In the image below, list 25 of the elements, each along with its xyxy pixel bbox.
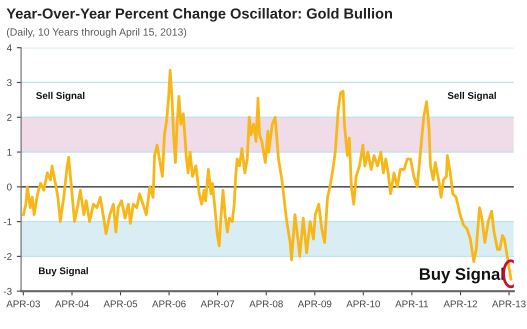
x-tick-label: APR-05 — [104, 300, 138, 308]
y-tick-label: 1 — [7, 148, 12, 156]
x-tick-label: APR-10 — [346, 300, 380, 308]
x-tick-label: APR-07 — [200, 300, 234, 308]
chart-title: Year-Over-Year Percent Change Oscillator: Gold Bullion — [6, 8, 392, 22]
x-tick-label: APR-13 — [492, 300, 526, 308]
x-tick-label: APR-03 — [6, 300, 40, 308]
y-tick-label: -1 — [4, 218, 12, 226]
annotation: Buy Signal — [38, 267, 88, 276]
annotation: Buy Signal — [420, 268, 504, 284]
annotation: Sell Signal — [448, 92, 496, 101]
chart-subtitle: (Daily, 10 Years through April 15, 2013) — [6, 28, 186, 38]
y-tick-label: 4 — [6, 44, 12, 52]
y-tick-label: -2 — [4, 253, 12, 260]
x-tick-label: APR-09 — [298, 300, 332, 308]
x-tick-label: APR-06 — [152, 300, 186, 308]
y-tick-label: 3 — [7, 79, 12, 86]
annotation: Sell Signal — [36, 92, 84, 101]
x-tick-label: APR-12 — [444, 300, 478, 308]
x-tick-label: APR-04 — [55, 300, 89, 308]
y-tick-label: -3 — [4, 288, 12, 295]
x-tick-label: APR-11 — [395, 300, 428, 308]
x-tick-label: APR-08 — [249, 300, 283, 308]
y-tick-label: 0 — [7, 184, 12, 190]
y-tick-label: 2 — [7, 114, 12, 121]
